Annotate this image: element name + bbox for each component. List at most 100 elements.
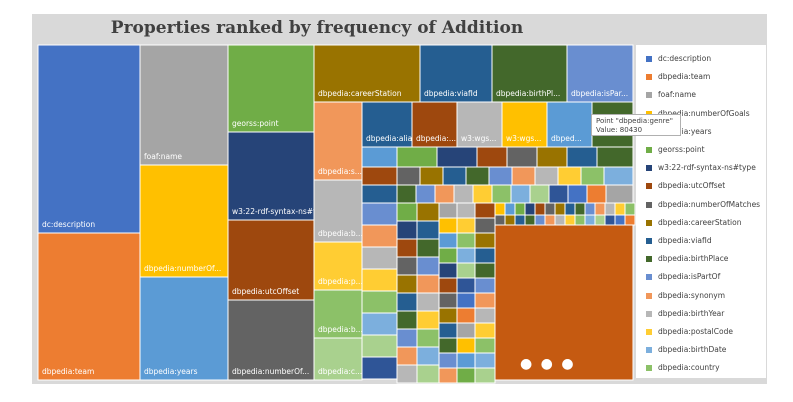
treemap-tile-105[interactable] — [438, 307, 458, 324]
treemap-tile-51[interactable] — [529, 184, 550, 204]
treemap-tile-110[interactable] — [474, 322, 496, 339]
treemap-tile-44[interactable] — [396, 184, 417, 204]
treemap-tile-65[interactable] — [416, 202, 440, 222]
treemap-tile-21[interactable] — [501, 101, 548, 148]
treemap-tile-56[interactable] — [361, 202, 398, 226]
treemap-tile-35[interactable] — [442, 166, 467, 186]
treemap-tile-13[interactable] — [313, 101, 363, 181]
treemap-tile-86[interactable] — [474, 202, 496, 219]
treemap-tile-36[interactable] — [465, 166, 490, 186]
treemap-tile-60[interactable] — [361, 290, 398, 314]
treemap-tile-33[interactable] — [396, 166, 421, 186]
treemap-tile-40[interactable] — [557, 166, 582, 186]
treemap-tile-53[interactable] — [567, 184, 588, 204]
treemap-tile-118[interactable] — [456, 367, 476, 384]
treemap-tile-48[interactable] — [472, 184, 493, 204]
treemap-tile-63[interactable] — [361, 356, 398, 380]
treemap-tile-104[interactable] — [474, 292, 496, 309]
treemap-tile-101[interactable] — [474, 277, 496, 294]
treemap-tile-62[interactable] — [361, 334, 398, 358]
treemap-tile-3[interactable] — [139, 164, 229, 278]
treemap-tile-75[interactable] — [416, 292, 440, 312]
treemap-tile-28[interactable] — [506, 146, 538, 168]
treemap-tile-132[interactable] — [554, 202, 566, 216]
treemap-tile-96[interactable] — [438, 262, 458, 279]
treemap-tile-27[interactable] — [476, 146, 508, 168]
treemap-tile-102[interactable] — [438, 292, 458, 309]
treemap-tile-139[interactable] — [584, 214, 596, 226]
treemap-tile-57[interactable] — [361, 224, 398, 248]
treemap-tile-89[interactable] — [474, 217, 496, 234]
treemap-tile-137[interactable] — [574, 214, 586, 226]
treemap-tile-111[interactable] — [438, 337, 458, 354]
treemap-tile-18[interactable] — [361, 101, 413, 148]
treemap-tile-81[interactable] — [416, 346, 440, 366]
treemap-tile-52[interactable] — [548, 184, 569, 204]
treemap-tile-88[interactable] — [456, 217, 476, 234]
treemap-tile-19[interactable] — [411, 101, 458, 148]
treemap-tile-39[interactable] — [534, 166, 559, 186]
treemap-tile-99[interactable] — [438, 277, 458, 294]
treemap-tile-47[interactable] — [453, 184, 474, 204]
treemap-tile-135[interactable] — [564, 214, 576, 226]
treemap-tile-42[interactable] — [603, 166, 634, 186]
treemap-tile-109[interactable] — [456, 322, 476, 339]
treemap-tile-0[interactable] — [37, 44, 141, 234]
treemap-tile-38[interactable] — [511, 166, 536, 186]
treemap-tile-14[interactable] — [313, 179, 363, 243]
treemap-tile-136[interactable] — [574, 202, 586, 216]
treemap-tile-4[interactable] — [139, 276, 229, 381]
treemap-tile-78[interactable] — [396, 328, 418, 348]
treemap-tile-92[interactable] — [474, 232, 496, 249]
treemap-tile-125[interactable] — [514, 214, 526, 226]
treemap-tile-74[interactable] — [396, 292, 418, 312]
treemap-tile-79[interactable] — [416, 328, 440, 348]
treemap-tile-29[interactable] — [536, 146, 568, 168]
treemap-tile-116[interactable] — [474, 352, 496, 369]
treemap-tile-50[interactable] — [510, 184, 531, 204]
treemap-tile-147[interactable] — [624, 214, 636, 226]
treemap-tile-41[interactable] — [580, 166, 605, 186]
treemap-tile-66[interactable] — [396, 220, 418, 240]
treemap-tile-129[interactable] — [534, 214, 546, 226]
treemap-tile-97[interactable] — [456, 262, 476, 279]
treemap-tile-143[interactable] — [604, 214, 616, 226]
treemap-tile-124[interactable] — [514, 202, 526, 216]
treemap-tile-76[interactable] — [396, 310, 418, 330]
treemap-tile-122[interactable] — [504, 202, 516, 216]
treemap-tile-127[interactable] — [524, 214, 536, 226]
treemap-tile-31[interactable] — [596, 146, 634, 168]
treemap-tile-114[interactable] — [438, 352, 458, 369]
treemap-tile-69[interactable] — [416, 238, 440, 258]
treemap-tile-54[interactable] — [586, 184, 607, 204]
treemap-tile-83[interactable] — [416, 364, 440, 384]
treemap-tile-43[interactable] — [361, 184, 398, 204]
treemap-tile-26[interactable] — [436, 146, 478, 168]
treemap-tile-5[interactable] — [227, 44, 315, 133]
treemap-tile-70[interactable] — [396, 256, 418, 276]
treemap-tile-131[interactable] — [544, 214, 556, 226]
treemap-tile-95[interactable] — [474, 247, 496, 264]
treemap-tile-15[interactable] — [313, 241, 363, 291]
treemap-tile-90[interactable] — [438, 232, 458, 249]
treemap-tile-68[interactable] — [396, 238, 418, 258]
treemap-tile-6[interactable] — [227, 131, 315, 221]
treemap-tile-128[interactable] — [534, 202, 546, 216]
treemap-tile-93[interactable] — [438, 247, 458, 264]
treemap-tile-113[interactable] — [474, 337, 496, 354]
treemap-tile-72[interactable] — [396, 274, 418, 294]
treemap-tile-94[interactable] — [456, 247, 476, 264]
treemap-tile-55[interactable] — [605, 184, 634, 204]
treemap-tile-46[interactable] — [434, 184, 455, 204]
treemap-tile-2[interactable] — [139, 44, 229, 166]
treemap-tile-10[interactable] — [419, 44, 493, 103]
treemap-tile-9[interactable] — [313, 44, 421, 103]
treemap-tile-82[interactable] — [396, 364, 418, 384]
treemap-tile-85[interactable] — [456, 202, 476, 219]
treemap-tile-141[interactable] — [594, 214, 606, 226]
treemap-tile-59[interactable] — [361, 268, 398, 292]
treemap-tile-119[interactable] — [474, 367, 496, 384]
treemap-tile-117[interactable] — [438, 367, 458, 384]
treemap-tile-84[interactable] — [438, 202, 458, 219]
treemap-tile-25[interactable] — [396, 146, 438, 168]
